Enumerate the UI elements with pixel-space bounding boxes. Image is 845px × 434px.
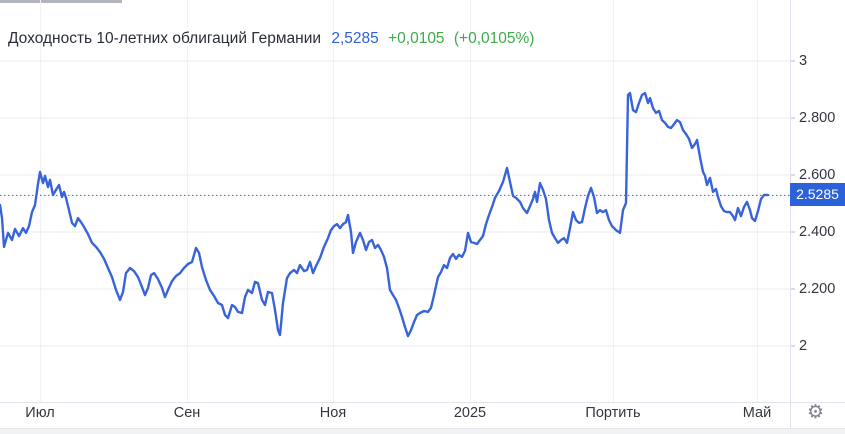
time-scale-label: Ноя <box>319 405 347 421</box>
time-scale-label: Май <box>742 405 772 421</box>
price-change: +0,0105 <box>388 30 445 47</box>
current-price-badge: 2.5285 <box>790 183 845 207</box>
price-change-percent: (+0,0105%) <box>453 30 535 47</box>
price-scale[interactable]: 3 2.800 2.600 2.400 2.200 2 <box>790 0 845 402</box>
price-scale-label: 2.800 <box>799 109 836 126</box>
price-scale-label: 2.600 <box>799 166 836 183</box>
time-scale-label: Сен <box>173 405 201 421</box>
loading-progress-bar <box>0 0 122 3</box>
chart-legend[interactable]: Доходность 10-летних облигаций Германии … <box>8 30 534 48</box>
price-scale-label: 3 <box>799 52 808 69</box>
time-scale[interactable]: Июл Сен Ноя 2025 Портить Май <box>0 403 790 428</box>
time-scale-label: Июл <box>25 405 55 421</box>
settings-gear-icon[interactable]: ⚙ <box>807 402 825 423</box>
time-scale-label: Портить <box>585 405 641 421</box>
last-price-value: 2,5285 <box>331 30 379 47</box>
price-scale-label: 2.200 <box>799 280 836 297</box>
price-scale-label: 2 <box>799 337 808 354</box>
instrument-title: Доходность 10-летних облигаций Германии <box>8 30 322 47</box>
time-scale-label: 2025 <box>453 405 487 421</box>
bottom-panel-edge <box>0 428 845 434</box>
price-scale-label: 2.400 <box>799 223 836 240</box>
